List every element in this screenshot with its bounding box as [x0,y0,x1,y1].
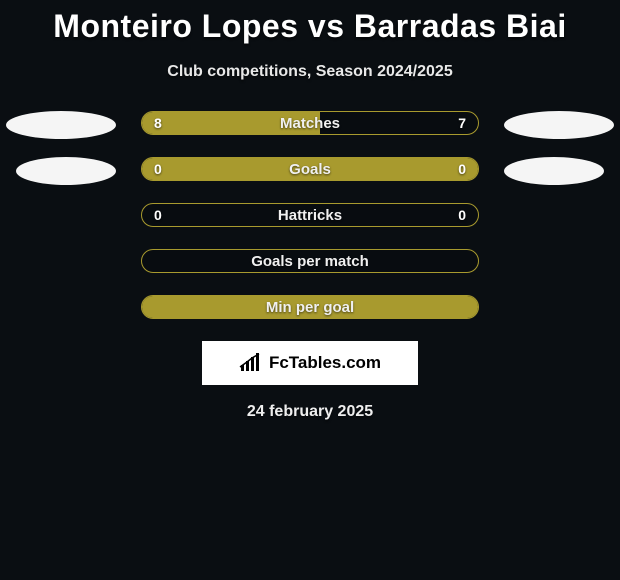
stat-bar: 8 7 Matches [141,111,479,135]
stat-value-left: 8 [154,115,162,131]
stat-bar: Goals per match [141,249,479,273]
stat-value-left: 0 [154,161,162,177]
date-label: 24 february 2025 [0,403,620,421]
page-title: Monteiro Lopes vs Barradas Biai [0,0,620,45]
brand-box[interactable]: FcTables.com [202,341,418,385]
stat-value-left: 0 [154,207,162,223]
stat-label: Hattricks [278,207,342,224]
stat-label: Min per goal [266,299,354,316]
stat-value-right: 0 [458,161,466,177]
stat-row: 8 7 Matches [0,111,620,135]
stat-row: 0 0 Hattricks [0,203,620,227]
stat-bar: 0 0 Hattricks [141,203,479,227]
stat-bar: 0 0 Goals [141,157,479,181]
subtitle: Club competitions, Season 2024/2025 [0,63,620,81]
stat-label: Goals [289,161,331,178]
stat-row: Goals per match [0,249,620,273]
stat-label: Matches [280,115,340,132]
stat-label: Goals per match [251,253,369,270]
stat-row: 0 0 Goals [0,157,620,181]
stat-bar: Min per goal [141,295,479,319]
chart-icon [239,353,263,373]
brand-label: FcTables.com [269,353,381,373]
stats-area: 8 7 Matches 0 0 Goals 0 0 Hattricks Goals per mat… [0,111,620,319]
stat-row: Min per goal [0,295,620,319]
stat-value-right: 0 [458,207,466,223]
stat-value-right: 7 [458,115,466,131]
